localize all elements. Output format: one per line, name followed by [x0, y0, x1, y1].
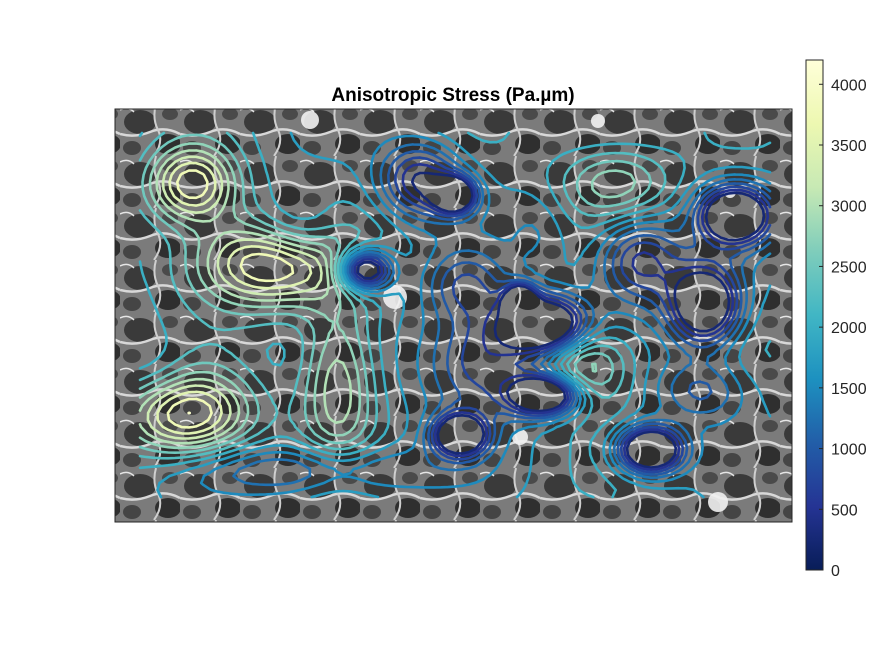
colorbar-ticks: 0 500 1000 1500 2000 2500 3000 3500 4000: [819, 77, 867, 580]
contour-level-1000: [348, 150, 772, 476]
colorbar: 0 500 1000 1500 2000 2500 3000 3500 4000: [805, 59, 867, 580]
contour-level-3000: [138, 149, 352, 445]
contour-level-750: [351, 156, 772, 474]
chart-title: Anisotropic Stress (Pa.µm): [331, 85, 574, 106]
contour-level-3500: [156, 161, 313, 435]
contour-level-1750: [156, 131, 772, 499]
contour-level-2750: [138, 142, 637, 450]
contour-level-500: [353, 163, 770, 471]
colorbar-tick-label: 4000: [831, 77, 867, 94]
contour-level-3750: [166, 169, 295, 429]
contour-level-2500: [138, 133, 653, 454]
contour-lines: [138, 131, 772, 499]
colorbar-tick-label: 500: [831, 502, 858, 519]
colorbar-tick-label: 3500: [831, 138, 867, 155]
colorbar-tick-label: 2000: [831, 320, 867, 337]
contour-level-1250: [232, 143, 772, 487]
plot-area: [115, 109, 792, 522]
colorbar-tick-label: 2500: [831, 259, 867, 276]
colorbar-tick-label: 1500: [831, 381, 867, 398]
colorbar-tick-label: 0: [831, 563, 840, 580]
colorbar-tick-label: 3000: [831, 199, 867, 216]
contour-level-1500: [199, 134, 772, 496]
colorbar-tick-label: 1000: [831, 442, 867, 459]
contour-level-3250: [146, 155, 323, 440]
plot-frame: [114, 108, 793, 523]
colorbar-gradient: [805, 59, 824, 571]
contour-level-250: [356, 171, 766, 469]
contour-level-2250: [138, 131, 667, 460]
contour-level-2000: [138, 131, 772, 499]
